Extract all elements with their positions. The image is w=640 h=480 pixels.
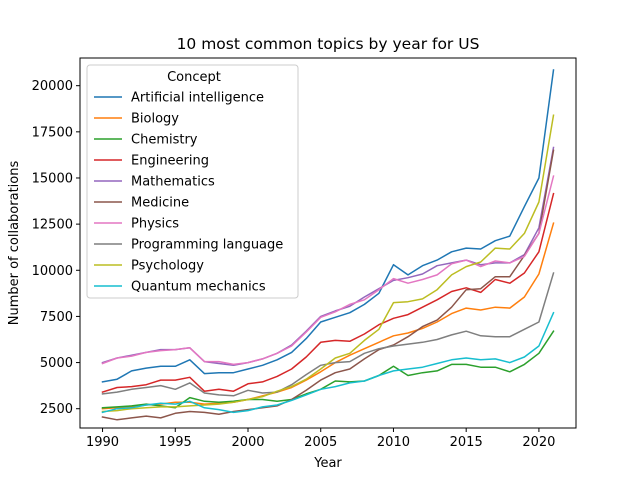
series-line-quantum-mechanics bbox=[101, 311, 555, 414]
x-tick-label: 2015 bbox=[450, 435, 483, 450]
x-tick-label: 1995 bbox=[159, 435, 192, 450]
series-line-physics bbox=[101, 175, 555, 366]
legend-label-quantum-mechanics: Quantum mechanics bbox=[131, 280, 266, 295]
series-line-engineering bbox=[101, 192, 555, 394]
legend-label-medicine: Medicine bbox=[131, 196, 189, 211]
legend-label-chemistry: Chemistry bbox=[131, 133, 198, 148]
y-tick-label: 17500 bbox=[32, 125, 73, 140]
legend-label-engineering: Engineering bbox=[131, 154, 209, 169]
x-tick-label: 1990 bbox=[86, 435, 119, 450]
y-axis-ticks: 2500 5000 7500 10000 12500 15000 17500 20000 bbox=[32, 79, 80, 417]
legend-label-mathematics: Mathematics bbox=[131, 175, 215, 190]
x-tick-label: 2010 bbox=[377, 435, 410, 450]
legend-label-biology: Biology bbox=[131, 112, 179, 127]
legend: Concept Artificial intelligence Biology Ch… bbox=[86, 64, 299, 299]
series-line-artificial-intelligence bbox=[101, 69, 555, 383]
y-tick-label: 20000 bbox=[32, 79, 73, 94]
series-line-psychology bbox=[101, 114, 555, 413]
x-tick-label: 2005 bbox=[304, 435, 337, 450]
series-lines bbox=[101, 69, 555, 421]
legend-items: Artificial intelligence Biology Chemistry E… bbox=[94, 91, 283, 295]
legend-frame bbox=[86, 64, 299, 299]
legend-title: Concept bbox=[167, 70, 221, 85]
y-tick-label: 7500 bbox=[40, 310, 73, 325]
y-tick-label: 5000 bbox=[40, 356, 73, 371]
plot-frame bbox=[79, 57, 577, 429]
x-tick-label: 2020 bbox=[522, 435, 555, 450]
y-axis-title: Number of collaborations bbox=[7, 161, 22, 326]
y-tick-label: 12500 bbox=[32, 218, 73, 233]
chart-title: 10 most common topics by year for US bbox=[177, 35, 480, 53]
y-tick-label: 15000 bbox=[32, 171, 73, 186]
legend-label-physics: Physics bbox=[131, 217, 179, 232]
x-axis-title: Year bbox=[313, 456, 342, 471]
legend-label-psychology: Psychology bbox=[131, 259, 204, 274]
y-tick-label: 2500 bbox=[40, 402, 73, 417]
x-tick-label: 2000 bbox=[231, 435, 264, 450]
series-line-biology bbox=[101, 222, 555, 410]
y-tick-label: 10000 bbox=[32, 264, 73, 279]
legend-label-artificial-intelligence: Artificial intelligence bbox=[131, 91, 264, 106]
series-line-medicine bbox=[101, 149, 555, 421]
legend-label-programming-language: Programming language bbox=[131, 238, 283, 253]
x-axis-ticks: 1990 1995 2000 2005 2010 2015 2020 bbox=[86, 428, 555, 450]
